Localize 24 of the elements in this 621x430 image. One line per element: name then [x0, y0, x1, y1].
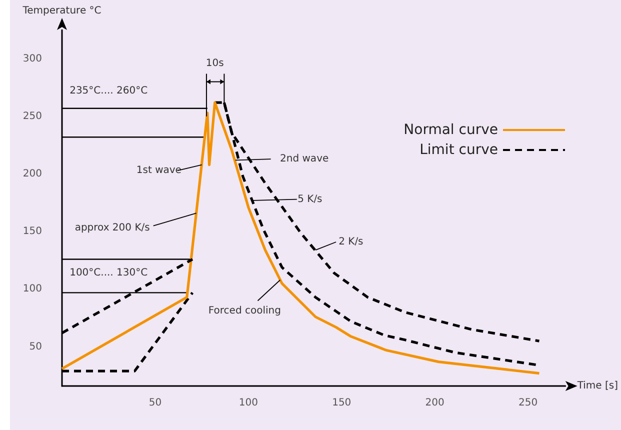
annotation: 100°C.... 130°C: [70, 268, 148, 279]
y-tick-label: 150: [22, 226, 42, 238]
y-tick-label: 200: [22, 168, 42, 180]
x-tick-label: 100: [238, 398, 258, 408]
y-tick-label: 250: [22, 110, 42, 122]
legend-label: Normal curve: [404, 122, 498, 138]
x-tick-label: 150: [332, 398, 352, 408]
legend-label: Limit curve: [420, 142, 498, 158]
x-axis-title: Time [s]: [576, 380, 618, 392]
annotation: approx 200 K/s: [74, 222, 150, 234]
x-tick-label: 50: [148, 398, 162, 408]
y-tick-label: 300: [22, 53, 42, 64]
annotation: Forced cooling: [208, 306, 281, 317]
x-tick-label: 200: [425, 398, 444, 408]
annotation: 5 K/s: [298, 194, 322, 205]
y-tick-label: 50: [29, 341, 42, 352]
annotation: 10s: [206, 58, 224, 69]
annotation: 1st wave: [136, 165, 182, 176]
annotation: 2nd wave: [280, 154, 329, 165]
x-tick-label: 250: [518, 398, 538, 408]
y-tick-label: 100: [22, 284, 42, 295]
annotation: 235°C.... 260°C: [70, 86, 148, 97]
y-axis-title: Temperature °C: [22, 6, 102, 16]
annotation: 2 K/s: [338, 236, 364, 248]
